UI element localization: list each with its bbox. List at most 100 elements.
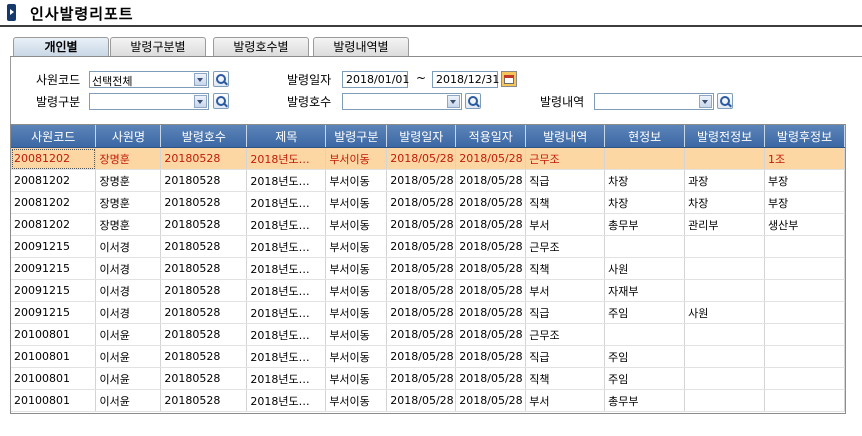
table-cell[interactable]: 20081202 xyxy=(11,191,97,214)
table-cell[interactable]: 직책 xyxy=(525,191,606,214)
table-cell[interactable] xyxy=(684,389,766,412)
column-header[interactable]: 사원코드 xyxy=(11,125,97,148)
table-cell[interactable]: 직급 xyxy=(525,345,606,368)
table-cell[interactable]: 20091215 xyxy=(11,279,97,302)
table-cell[interactable]: 이서윤 xyxy=(95,345,162,368)
table-cell[interactable]: 20180528 xyxy=(160,389,248,412)
table-cell[interactable]: 이서경 xyxy=(95,279,162,302)
table-cell[interactable]: 20081202 xyxy=(11,147,97,170)
table-cell[interactable]: 20180528 xyxy=(160,147,248,170)
appoint-detail-select[interactable] xyxy=(594,93,714,110)
tab-appoint-detail[interactable]: 발령내역별 xyxy=(313,37,409,56)
table-row[interactable]: 20081202 장명훈 20180528 2018년도… 부서이동 2018/05/28… xyxy=(11,191,845,214)
table-cell[interactable]: 직책 xyxy=(525,257,606,280)
table-cell[interactable]: 부서 xyxy=(525,279,606,302)
table-row[interactable]: 20100801 이서윤 20180528 2018년도… 부서이동 2018/05/28… xyxy=(11,389,845,412)
table-cell[interactable]: 2018년도… xyxy=(246,169,327,192)
column-header[interactable]: 현정보 xyxy=(604,125,686,148)
table-cell[interactable]: 20180528 xyxy=(160,191,248,214)
column-header[interactable]: 사원명 xyxy=(95,125,162,148)
table-cell[interactable] xyxy=(764,235,845,258)
table-cell[interactable]: 이서경 xyxy=(95,235,162,258)
table-cell[interactable]: 20081202 xyxy=(11,213,97,236)
table-cell[interactable]: 2018년도… xyxy=(246,301,327,324)
table-row[interactable]: 20091215 이서경 20180528 2018년도… 부서이동 2018/05/28… xyxy=(11,235,845,258)
table-cell[interactable]: 1조 xyxy=(764,147,845,170)
table-cell[interactable]: 부서이동 xyxy=(325,323,388,346)
table-cell[interactable] xyxy=(604,147,686,170)
table-cell[interactable]: 이서윤 xyxy=(95,323,162,346)
table-cell[interactable]: 2018/05/28 xyxy=(386,169,457,192)
table-cell[interactable]: 2018년도… xyxy=(246,257,327,280)
table-cell[interactable]: 부서이동 xyxy=(325,191,388,214)
table-cell[interactable]: 2018/05/28 xyxy=(386,323,457,346)
table-cell[interactable]: 부서이동 xyxy=(325,147,388,170)
table-cell[interactable]: 2018년도… xyxy=(246,147,327,170)
table-cell[interactable] xyxy=(764,323,845,346)
table-cell[interactable]: 근무조 xyxy=(525,235,606,258)
table-cell[interactable]: 부서 xyxy=(525,213,606,236)
table-cell[interactable]: 20180528 xyxy=(160,367,248,390)
table-cell[interactable]: 직급 xyxy=(525,169,606,192)
table-cell[interactable]: 부서 xyxy=(525,389,606,412)
chevron-down-icon[interactable] xyxy=(447,95,460,108)
table-cell[interactable]: 20180528 xyxy=(160,213,248,236)
table-row[interactable]: 20091215 이서경 20180528 2018년도… 부서이동 2018/05/28… xyxy=(11,279,845,302)
table-row[interactable]: 20091215 이서경 20180528 2018년도… 부서이동 2018/05/28… xyxy=(11,257,845,280)
table-cell[interactable]: 20100801 xyxy=(11,323,97,346)
table-cell[interactable]: 20100801 xyxy=(11,345,97,368)
table-cell[interactable]: 2018/05/28 xyxy=(455,389,527,412)
column-header[interactable]: 발령일자 xyxy=(386,125,457,148)
table-row[interactable]: 20100801 이서윤 20180528 2018년도… 부서이동 2018/05/28… xyxy=(11,367,845,390)
table-cell[interactable]: 2018/05/28 xyxy=(386,235,457,258)
table-cell[interactable]: 근무조 xyxy=(525,323,606,346)
table-cell[interactable]: 주임 xyxy=(604,367,686,390)
table-cell[interactable]: 사원 xyxy=(684,301,766,324)
table-cell[interactable]: 이서윤 xyxy=(95,389,162,412)
table-cell[interactable]: 2018/05/28 xyxy=(455,323,527,346)
column-header[interactable]: 발령후정보 xyxy=(764,125,845,148)
table-cell[interactable]: 2018/05/28 xyxy=(455,345,527,368)
table-cell[interactable]: 20180528 xyxy=(160,323,248,346)
table-cell[interactable]: 장명훈 xyxy=(95,169,162,192)
table-cell[interactable]: 2018년도… xyxy=(246,235,327,258)
table-cell[interactable]: 2018년도… xyxy=(246,367,327,390)
column-header[interactable]: 적용일자 xyxy=(455,125,527,148)
table-cell[interactable]: 2018년도… xyxy=(246,323,327,346)
table-cell[interactable]: 자재부 xyxy=(604,279,686,302)
table-row[interactable]: 20100801 이서윤 20180528 2018년도… 부서이동 2018/05/28… xyxy=(11,323,845,346)
table-cell[interactable]: 이서윤 xyxy=(95,367,162,390)
table-cell[interactable]: 20180528 xyxy=(160,235,248,258)
table-cell[interactable] xyxy=(764,257,845,280)
table-cell[interactable]: 부서이동 xyxy=(325,213,388,236)
table-cell[interactable]: 관리부 xyxy=(684,213,766,236)
table-cell[interactable]: 20091215 xyxy=(11,257,97,280)
table-cell[interactable]: 20180528 xyxy=(160,345,248,368)
table-row[interactable]: 20091215 이서경 20180528 2018년도… 부서이동 2018/05/28… xyxy=(11,301,845,324)
table-cell[interactable]: 직책 xyxy=(525,367,606,390)
table-row[interactable]: 20081202 장명훈 20180528 2018년도… 부서이동 2018/05/28… xyxy=(11,213,845,236)
table-cell[interactable]: 생산부 xyxy=(764,213,845,236)
appoint-type-select[interactable] xyxy=(89,93,209,110)
table-cell[interactable]: 2018/05/28 xyxy=(386,301,457,324)
table-cell[interactable] xyxy=(684,345,766,368)
chevron-down-icon[interactable] xyxy=(194,73,207,86)
table-cell[interactable]: 부서이동 xyxy=(325,235,388,258)
table-cell[interactable]: 2018/05/28 xyxy=(386,367,457,390)
table-cell[interactable]: 2018/05/28 xyxy=(455,279,527,302)
table-cell[interactable] xyxy=(684,279,766,302)
table-cell[interactable]: 2018년도… xyxy=(246,191,327,214)
table-row[interactable]: 20081202 장명훈 20180528 2018년도… 부서이동 2018/05/28… xyxy=(11,169,845,192)
table-cell[interactable]: 2018/05/28 xyxy=(386,147,457,170)
table-cell[interactable]: 차장 xyxy=(604,191,686,214)
appoint-no-select[interactable] xyxy=(342,93,462,110)
table-cell[interactable]: 장명훈 xyxy=(95,213,162,236)
table-cell[interactable]: 과장 xyxy=(684,169,766,192)
chevron-down-icon[interactable] xyxy=(194,95,207,108)
appointment-grid[interactable]: 사원코드 사원명 발령호수 제목 발령구분 발령일자 적용일자 발령내역 현정보 발령전정보 발령후… xyxy=(10,124,846,414)
table-cell[interactable] xyxy=(604,323,686,346)
table-cell[interactable] xyxy=(684,235,766,258)
tab-appoint-no[interactable]: 발령호수별 xyxy=(213,37,309,56)
table-cell[interactable]: 직급 xyxy=(525,301,606,324)
table-cell[interactable]: 이서경 xyxy=(95,257,162,280)
